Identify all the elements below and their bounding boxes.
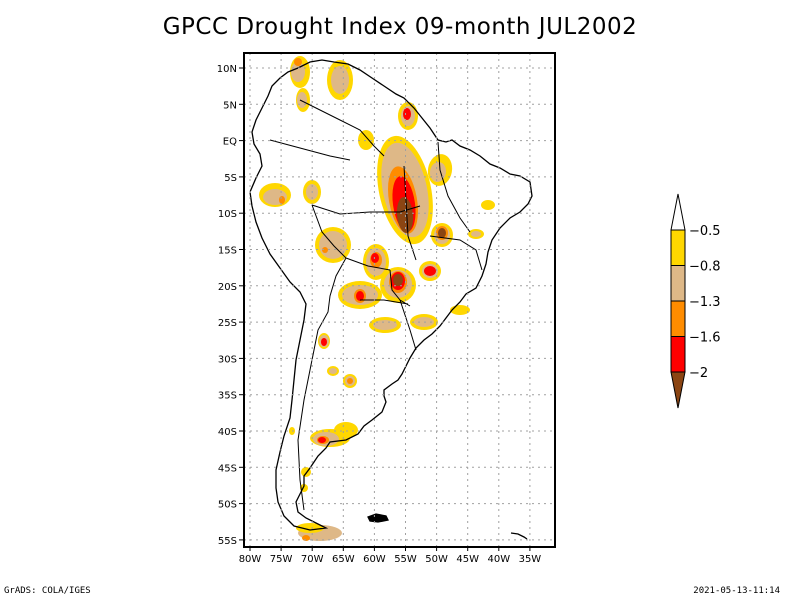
lon-tick-label: 35W <box>519 554 542 565</box>
drought-area <box>294 58 302 66</box>
drought-area <box>291 62 305 82</box>
lat-tick-label: 5N <box>223 100 237 111</box>
drought-area <box>393 274 403 286</box>
map-title: GPCC Drought Index 09-month JUL2002 <box>162 14 638 40</box>
map-frame <box>243 52 556 548</box>
lat-tick-label: 55S <box>218 536 237 547</box>
colorbar-top-arrow <box>670 193 686 231</box>
lon-tick-label: 55W <box>394 554 417 565</box>
lat-tick-label: EQ <box>223 137 237 148</box>
drought-area <box>334 422 358 438</box>
drought-area <box>481 200 495 210</box>
drought-area <box>373 320 397 330</box>
lon-tick-label: 80W <box>239 554 262 565</box>
drought-area <box>347 378 353 384</box>
lat-tick-label: 45S <box>218 463 237 474</box>
lat-tick-label: 10S <box>218 209 237 220</box>
lon-tick-label: 65W <box>332 554 355 565</box>
falkland-islands <box>367 513 389 523</box>
south-georgia <box>510 532 528 540</box>
drought-area <box>356 291 364 301</box>
timestamp: 2021-05-13-11:14 <box>693 586 780 596</box>
drought-area <box>438 228 446 238</box>
lat-tick-label: 35S <box>218 391 237 402</box>
drought-area <box>279 196 285 204</box>
drought-shading <box>259 56 495 541</box>
south-america-coastline <box>249 59 533 531</box>
lon-tick-label: 75W <box>270 554 293 565</box>
drought-area <box>424 266 436 276</box>
latitude-axis: 10N 5N EQ 5S 10S 15S 20S 25S 30S 35S 40S 45S 50S 55S <box>217 64 244 547</box>
lon-tick-label: 70W <box>301 554 324 565</box>
map-plot-area <box>244 53 555 547</box>
longitude-axis: 80W 75W 70W 65W 60W 55W 50W 45W 40W 35W <box>239 547 542 565</box>
colorbar-band <box>670 229 686 266</box>
drought-area <box>318 437 326 443</box>
lat-tick-label: 30S <box>218 354 237 365</box>
gridlines <box>244 53 555 547</box>
drought-area <box>331 66 349 94</box>
colorbar-band <box>670 300 686 337</box>
drought-area <box>450 305 470 315</box>
lat-tick-label: 20S <box>218 282 237 293</box>
grads-credit: GrADS: COLA/IGES <box>4 586 91 596</box>
colorbar-legend: −0.5 −0.8 −1.3 −1.6 −2 <box>670 193 721 409</box>
colorbar-level-label: −0.8 <box>689 260 721 275</box>
drought-area <box>322 247 328 253</box>
lat-tick-label: 40S <box>218 427 237 438</box>
drought-area <box>297 92 307 108</box>
lat-tick-label: 10N <box>217 64 237 75</box>
colorbar-bottom-arrow <box>670 371 686 409</box>
drought-area <box>321 338 327 346</box>
lat-tick-label: 25S <box>218 318 237 329</box>
colorbar-level-label: −2 <box>689 366 708 381</box>
lat-tick-label: 5S <box>224 173 237 184</box>
drought-area <box>329 368 337 374</box>
colorbar-band <box>670 336 686 373</box>
colorbar-level-label: −0.5 <box>689 224 721 239</box>
lon-tick-label: 40W <box>487 554 510 565</box>
drought-area <box>358 130 374 150</box>
lon-tick-label: 50W <box>425 554 448 565</box>
drought-area <box>403 108 411 120</box>
colorbar-level-label: −1.6 <box>689 331 721 346</box>
lat-tick-label: 50S <box>218 500 237 511</box>
drought-area <box>471 231 481 237</box>
lon-tick-label: 60W <box>363 554 386 565</box>
drought-area <box>371 253 379 263</box>
lat-tick-label: 15S <box>218 246 237 257</box>
lon-tick-label: 45W <box>456 554 479 565</box>
drought-area <box>296 523 324 533</box>
colorbar-band <box>670 265 686 302</box>
colorbar-level-label: −1.3 <box>689 295 721 310</box>
